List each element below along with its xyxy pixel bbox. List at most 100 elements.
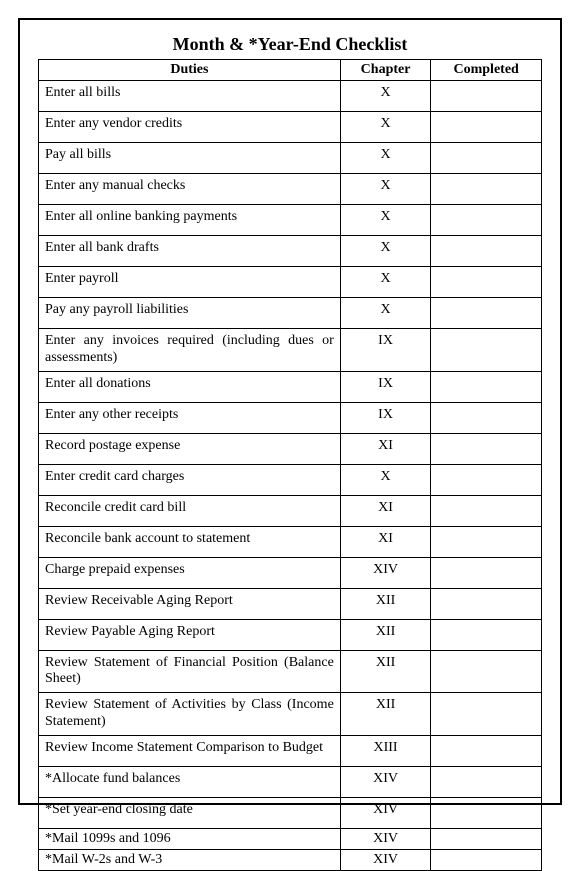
completed-cell[interactable]: [431, 329, 542, 372]
completed-cell[interactable]: [431, 766, 542, 797]
completed-cell[interactable]: [431, 112, 542, 143]
table-row: Review Receivable Aging ReportXII: [39, 588, 542, 619]
duty-cell: *Allocate fund balances: [39, 766, 341, 797]
duty-cell: Review Receivable Aging Report: [39, 588, 341, 619]
chapter-cell: XIV: [340, 766, 431, 797]
table-row: Enter all online banking paymentsX: [39, 205, 542, 236]
completed-cell[interactable]: [431, 735, 542, 766]
table-header-row: Duties Chapter Completed: [39, 60, 542, 81]
completed-cell[interactable]: [431, 236, 542, 267]
duty-cell: Review Payable Aging Report: [39, 619, 341, 650]
completed-cell[interactable]: [431, 433, 542, 464]
duty-cell: Enter any manual checks: [39, 174, 341, 205]
completed-cell[interactable]: [431, 298, 542, 329]
chapter-cell: XIV: [340, 849, 431, 870]
table-row: Charge prepaid expensesXIV: [39, 557, 542, 588]
table-row: Enter any manual checksX: [39, 174, 542, 205]
table-row: Enter credit card chargesX: [39, 464, 542, 495]
completed-cell[interactable]: [431, 371, 542, 402]
chapter-cell: XIV: [340, 557, 431, 588]
completed-cell[interactable]: [431, 81, 542, 112]
table-row: Enter any invoices required (including d…: [39, 329, 542, 372]
chapter-cell: XI: [340, 526, 431, 557]
completed-cell[interactable]: [431, 205, 542, 236]
chapter-cell: X: [340, 298, 431, 329]
table-row: Record postage expenseXI: [39, 433, 542, 464]
table-row: Review Statement of Financial Position (…: [39, 650, 542, 693]
completed-cell[interactable]: [431, 143, 542, 174]
duty-cell: Reconcile bank account to statement: [39, 526, 341, 557]
chapter-cell: X: [340, 81, 431, 112]
chapter-cell: XIV: [340, 797, 431, 828]
completed-cell[interactable]: [431, 402, 542, 433]
completed-cell[interactable]: [431, 797, 542, 828]
chapter-cell: X: [340, 236, 431, 267]
duty-cell: Record postage expense: [39, 433, 341, 464]
completed-cell[interactable]: [431, 464, 542, 495]
checklist-table: Duties Chapter Completed Enter all bills…: [38, 59, 542, 871]
chapter-cell: X: [340, 143, 431, 174]
table-row: Enter any other receiptsIX: [39, 402, 542, 433]
duty-cell: Enter all bills: [39, 81, 341, 112]
completed-cell[interactable]: [431, 526, 542, 557]
table-row: *Allocate fund balancesXIV: [39, 766, 542, 797]
table-body: Enter all billsXEnter any vendor credits…: [39, 81, 542, 871]
page: Month & *Year-End Checklist Duties Chapt…: [18, 18, 562, 805]
table-row: *Mail W-2s and W-3XIV: [39, 849, 542, 870]
col-header-completed: Completed: [431, 60, 542, 81]
chapter-cell: XII: [340, 693, 431, 736]
chapter-cell: XIV: [340, 828, 431, 849]
table-row: Pay all billsX: [39, 143, 542, 174]
completed-cell[interactable]: [431, 828, 542, 849]
chapter-cell: XI: [340, 433, 431, 464]
table-row: Review Statement of Activities by Class …: [39, 693, 542, 736]
page-title: Month & *Year-End Checklist: [38, 34, 542, 55]
chapter-cell: X: [340, 112, 431, 143]
table-row: Pay any payroll liabilitiesX: [39, 298, 542, 329]
chapter-cell: IX: [340, 402, 431, 433]
table-row: *Mail 1099s and 1096XIV: [39, 828, 542, 849]
table-row: Review Payable Aging ReportXII: [39, 619, 542, 650]
duty-cell: *Set year-end closing date: [39, 797, 341, 828]
duty-cell: Enter all bank drafts: [39, 236, 341, 267]
chapter-cell: XI: [340, 495, 431, 526]
chapter-cell: IX: [340, 329, 431, 372]
duty-cell: Enter all donations: [39, 371, 341, 402]
table-row: Reconcile bank account to statementXI: [39, 526, 542, 557]
col-header-duties: Duties: [39, 60, 341, 81]
chapter-cell: X: [340, 464, 431, 495]
duty-cell: Review Income Statement Comparison to Bu…: [39, 735, 341, 766]
chapter-cell: IX: [340, 371, 431, 402]
completed-cell[interactable]: [431, 557, 542, 588]
col-header-chapter: Chapter: [340, 60, 431, 81]
completed-cell[interactable]: [431, 693, 542, 736]
duty-cell: Enter any other receipts: [39, 402, 341, 433]
duty-cell: Pay any payroll liabilities: [39, 298, 341, 329]
duty-cell: Reconcile credit card bill: [39, 495, 341, 526]
completed-cell[interactable]: [431, 495, 542, 526]
table-row: Reconcile credit card billXI: [39, 495, 542, 526]
completed-cell[interactable]: [431, 267, 542, 298]
table-row: Enter any vendor creditsX: [39, 112, 542, 143]
chapter-cell: XII: [340, 588, 431, 619]
duty-cell: Enter credit card charges: [39, 464, 341, 495]
duty-cell: Enter payroll: [39, 267, 341, 298]
duty-cell: Charge prepaid expenses: [39, 557, 341, 588]
completed-cell[interactable]: [431, 588, 542, 619]
chapter-cell: XII: [340, 619, 431, 650]
table-row: Enter all billsX: [39, 81, 542, 112]
table-row: Enter all bank draftsX: [39, 236, 542, 267]
duty-cell: Review Statement of Financial Position (…: [39, 650, 341, 693]
chapter-cell: X: [340, 174, 431, 205]
completed-cell[interactable]: [431, 849, 542, 870]
completed-cell[interactable]: [431, 650, 542, 693]
chapter-cell: XIII: [340, 735, 431, 766]
chapter-cell: X: [340, 205, 431, 236]
chapter-cell: X: [340, 267, 431, 298]
duty-cell: Pay all bills: [39, 143, 341, 174]
duty-cell: *Mail W-2s and W-3: [39, 849, 341, 870]
duty-cell: *Mail 1099s and 1096: [39, 828, 341, 849]
completed-cell[interactable]: [431, 174, 542, 205]
table-row: Enter all donationsIX: [39, 371, 542, 402]
completed-cell[interactable]: [431, 619, 542, 650]
